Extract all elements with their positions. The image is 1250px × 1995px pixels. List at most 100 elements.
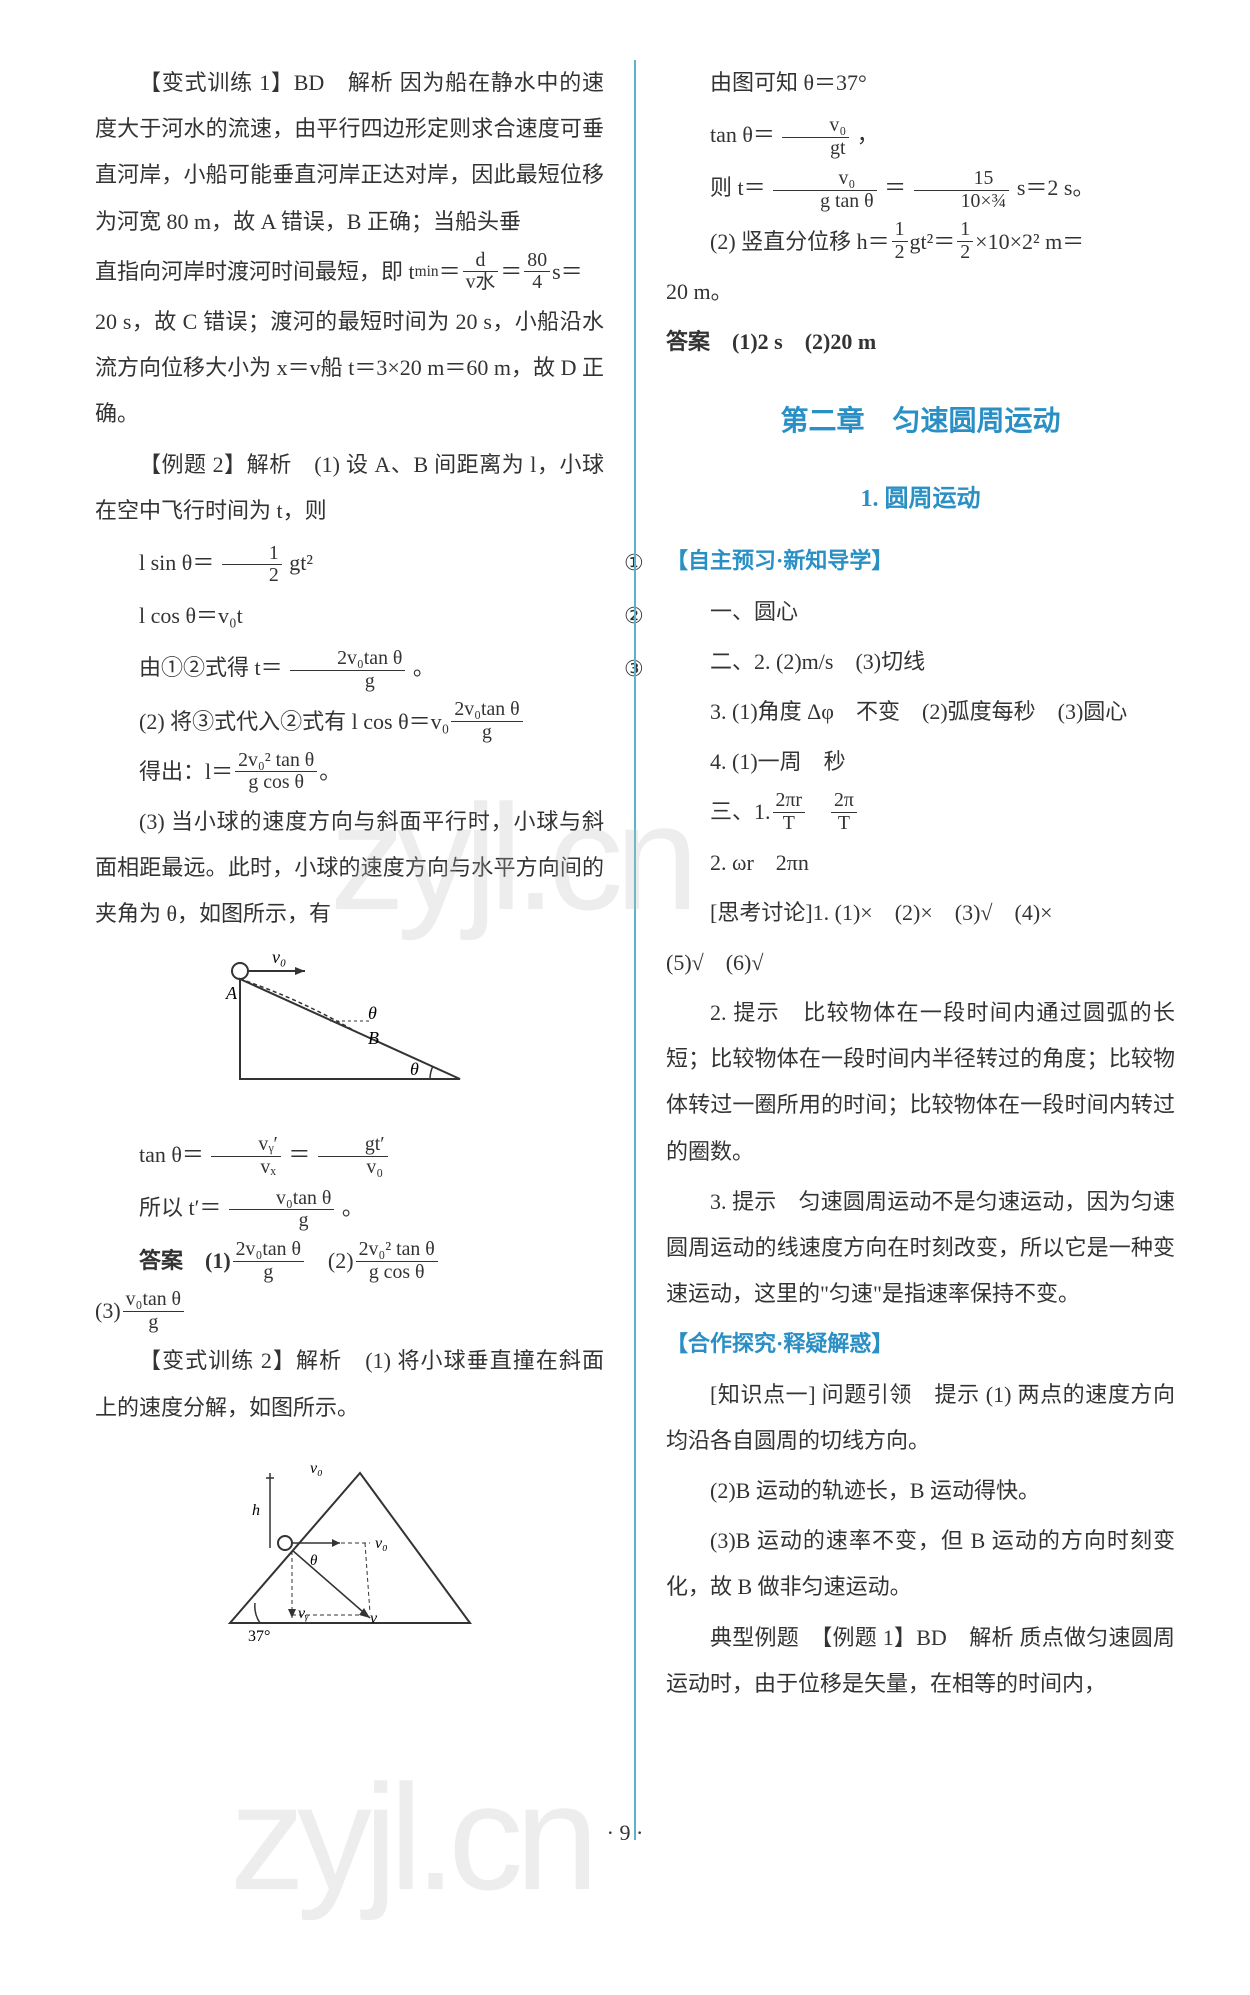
numerator: gt′ (318, 1134, 388, 1157)
text: 所以 t′＝ (139, 1195, 221, 1220)
equation: tan θ＝ vᵧ′ vₓ ＝ gt′ v₀ (95, 1132, 604, 1179)
equation: l cos θ＝v₀t ② (95, 593, 604, 639)
answer-line: (3) v₀tan θ g (95, 1288, 604, 1334)
text-block: (3)B 运动的速率不变，但 B 运动的方向时刻变化，故 B 做非匀速运动。 (666, 1518, 1175, 1610)
fraction: 1 2 (957, 219, 973, 264)
text: 三、1. (710, 789, 771, 835)
denominator: 2 (222, 565, 282, 587)
svg-text:A: A (225, 983, 238, 1003)
subsection-heading: 【自主预习·新知导学】 (666, 538, 1175, 584)
answer-line: 答案 (1) 2v₀tan θ g (2) 2v₀² tan θ g cos θ (95, 1238, 604, 1284)
text: (2) (306, 1238, 354, 1284)
text-block: 【变式训练 2】解析 (1) 将小球垂直撞在斜面上的速度分解，如图所示。 (95, 1338, 604, 1430)
svg-text:vᵧ: vᵧ (298, 1605, 309, 1622)
equation: 所以 t′＝ v₀tan θ g 。 (95, 1185, 604, 1232)
numerator: 2v₀tan θ (290, 648, 405, 671)
text: gt² (289, 550, 313, 575)
fraction: 2v₀tan θ g (451, 699, 522, 744)
denominator: v水 (463, 272, 499, 294)
fraction: 2π T (831, 790, 857, 835)
numerator: 15 (914, 168, 1010, 191)
svg-text:B: B (368, 1028, 379, 1048)
text: l sin θ＝ (139, 550, 214, 575)
text-block: 4. (1)一周 秒 (666, 739, 1175, 785)
text: 答案 (1)2 s (2)20 m (666, 329, 876, 354)
denominator: 2 (892, 242, 908, 264)
denominator: g cos θ (356, 1262, 438, 1284)
denominator: 4 (524, 272, 550, 294)
text-block: 2. ωr 2πn (666, 840, 1175, 886)
text: 。 (319, 749, 341, 795)
numerator: vᵧ′ (211, 1134, 280, 1157)
text: l cos θ＝v₀t (95, 593, 580, 639)
text: 答案 (1) (139, 1238, 231, 1284)
svg-text:θ: θ (310, 1553, 318, 1569)
text (807, 789, 829, 835)
numerator: 1 (892, 219, 908, 242)
svg-text:θ: θ (410, 1059, 419, 1079)
text: s＝2 s。 (1017, 175, 1095, 200)
numerator: 2v₀tan θ (451, 699, 522, 722)
text: (2) 竖直分位移 h＝ (710, 219, 890, 265)
denominator: T (831, 813, 857, 835)
denominator: T (773, 813, 805, 835)
subsection-heading: 【合作探究·释疑解惑】 (666, 1321, 1175, 1367)
text-block: 直指向河岸时渡河时间最短，即 t min ＝ d v水 ＝ 80 4 s＝ (95, 249, 604, 295)
text: ＝ (500, 249, 522, 295)
fraction: 80 4 (524, 250, 550, 295)
denominator: g tan θ (773, 191, 876, 213)
text-block: 二、2. (2)m/s (3)切线 (666, 639, 1175, 685)
column-divider (634, 60, 636, 1840)
fraction: 2v₀tan θ g (290, 648, 405, 693)
text: tan θ＝ (139, 1142, 204, 1167)
text: ×10×2² m＝ (975, 219, 1084, 265)
numerator: 2v₀² tan θ (235, 750, 317, 773)
equation: 则 t＝ v₀ g tan θ ＝ 15 10×¾ s＝2 s。 (666, 165, 1175, 212)
denominator: gt (782, 138, 849, 160)
page-number: · 9 · (0, 1810, 1250, 1856)
denominator: 2 (957, 242, 973, 264)
text: tan θ＝ (710, 122, 775, 147)
text-block: 三、1. 2πr T 2π T (666, 789, 1175, 835)
eq-number: ③ (580, 646, 604, 692)
denominator: v₀ (318, 1157, 388, 1179)
numerator: v₀ (782, 115, 849, 138)
page-layout: 【变式训练 1】BD 解析 因为船在静水中的速度大于河水的流速，由平行四边形定则… (95, 60, 1175, 1840)
denominator: g cos θ (235, 772, 317, 794)
denominator: g (451, 722, 522, 744)
text-block: (5)√ (6)√ (666, 940, 1175, 986)
numerator: 2π (831, 790, 857, 813)
figure-incline: v₀ A θ B θ (95, 949, 604, 1115)
section-title: 1. 圆周运动 (666, 474, 1175, 524)
fraction: 2v₀tan θ g (233, 1239, 304, 1284)
text-block: 得出：l＝ 2v₀² tan θ g cos θ 。 (95, 749, 604, 795)
fraction: 15 10×¾ (914, 168, 1010, 213)
left-column: 【变式训练 1】BD 解析 因为船在静水中的速度大于河水的流速，由平行四边形定则… (95, 60, 604, 1840)
text: ＝ (884, 175, 906, 200)
right-column: 由图可知 θ＝37° tan θ＝ v₀ gt ， 则 t＝ v₀ g tan … (666, 60, 1175, 1840)
fraction: 2v₀² tan θ g cos θ (356, 1239, 438, 1284)
text: (3) (95, 1288, 121, 1334)
answer-line: 答案 (1)2 s (2)20 m (666, 319, 1175, 365)
fraction: v₀ g tan θ (773, 168, 876, 213)
eq-number: ② (580, 593, 604, 639)
fraction: 1 2 (892, 219, 908, 264)
denominator: vₓ (211, 1157, 280, 1179)
svg-text:v₀: v₀ (375, 1535, 388, 1552)
fraction: v₀ gt (782, 115, 849, 160)
svg-text:v₀: v₀ (310, 1460, 323, 1477)
text-block: [思考讨论]1. (1)× (2)× (3)√ (4)× (666, 890, 1175, 936)
text: 。 (413, 655, 435, 680)
text: 得出：l＝ (139, 749, 233, 795)
text: gt²＝ (910, 219, 956, 265)
eq-number: ① (580, 540, 604, 586)
denominator: g (233, 1262, 304, 1284)
text: ＝ (288, 1142, 310, 1167)
text-block: (3) 当小球的速度方向与斜面平行时，小球与斜面相距最远。此时，小球的速度方向与… (95, 799, 604, 938)
text-block: 【变式训练 1】BD 解析 因为船在静水中的速度大于河水的流速，由平行四边形定则… (95, 60, 604, 245)
text-block: 一、圆心 (666, 589, 1175, 635)
text-block: 20 m。 (666, 269, 1175, 315)
numerator: 80 (524, 250, 550, 273)
numerator: d (463, 250, 499, 273)
fraction: v₀tan θ g (229, 1188, 334, 1233)
